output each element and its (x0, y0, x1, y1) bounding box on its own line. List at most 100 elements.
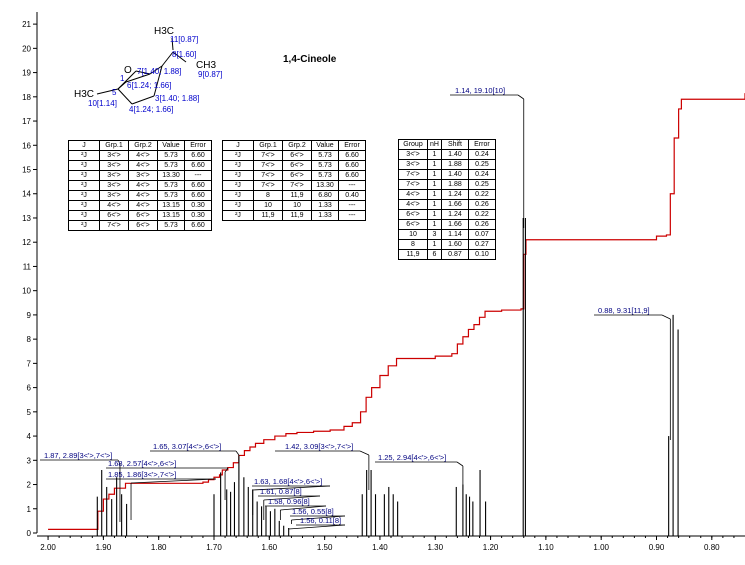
table-cell: 11,9 (398, 249, 428, 260)
table-cell: 3<'> (99, 190, 129, 201)
coupling-table-2-body: ²J 7<'> 6<'> 5.73 6.60 ²J 7<'> 6<'> 5.73 6.60 ²J 7<… (222, 150, 366, 221)
table-cell: 4<'> (128, 180, 158, 191)
table-cell: 1.88 (440, 159, 469, 170)
table-cell: 7<'> (253, 180, 283, 191)
annotation-label: 0.88, 9.31[11,9] (598, 306, 650, 315)
table-cell: 1 (427, 159, 442, 170)
table-cell: 0.26 (467, 199, 496, 210)
y-tick-label: 1 (27, 505, 32, 514)
table-cell: ²J (68, 150, 100, 161)
x-tick-label: 1.30 (427, 543, 443, 552)
header-group: Group (398, 139, 428, 150)
table-cell: 6.60 (338, 160, 366, 171)
annotations-layer: 1.14, 19.10[10] 0.88, 9.31[11,9] 1.87, 2.8… (40, 86, 671, 530)
y-tick-label: 4 (27, 432, 32, 441)
table-cell: 7<'> (253, 150, 283, 161)
table-cell: 1.60 (440, 239, 469, 250)
header-value: Value (157, 140, 185, 151)
table-cell: 3<'> (398, 149, 428, 160)
annotation-label: 1.56, 0.11[8] (300, 516, 341, 525)
annotation-label: 1.25, 2.94[4<'>,6<'>] (378, 453, 446, 462)
y-tick-label: 2 (27, 481, 32, 490)
table-cell: 1 (427, 199, 442, 210)
y-tick-label: 14 (22, 190, 31, 199)
table-cell: 5.73 (311, 160, 339, 171)
table-cell: 6.60 (184, 160, 212, 171)
molecule-structure: H3C 11[0.87] 8[1.60] CH3 9[0.87] O 7[1.4… (74, 26, 222, 114)
table-cell: 6<'> (282, 160, 312, 171)
table-cell: 0.30 (184, 210, 212, 221)
table-cell: ²J (68, 160, 100, 171)
annotation-label: 1.42, 3.09[3<'>,7<'>] (285, 442, 353, 451)
table-cell: 6<'> (398, 219, 428, 230)
x-tick-label: 1.90 (96, 543, 112, 552)
annotation-leader (280, 505, 327, 511)
table-cell: 5.73 (157, 150, 185, 161)
table-row: ²J 6<'> 6<'> 13.15 0.30 (68, 210, 212, 221)
x-tick-label: 2.00 (40, 543, 56, 552)
table-cell: 3<'> (99, 170, 129, 181)
table-cell: 0.07 (467, 229, 496, 240)
table-cell: 1.88 (440, 179, 469, 190)
table-cell: 0.22 (467, 189, 496, 200)
table-row: 10 3 1.14 0.07 (398, 229, 496, 240)
table-cell: 11,9 (282, 190, 312, 201)
annotation-leader (224, 467, 229, 473)
atom-ch3-right: CH3 (196, 60, 216, 71)
table-row: ²J 7<'> 6<'> 5.73 6.60 (222, 160, 366, 171)
table-cell: 4<'> (398, 199, 428, 210)
table-cell: 3<'> (99, 160, 129, 171)
table-cell: 1.33 (311, 210, 339, 221)
table-cell: 0.26 (467, 219, 496, 230)
table-row: 11,9 6 0.87 0.10 (398, 249, 496, 260)
table-cell: 13.15 (157, 200, 185, 211)
table-row: ²J 7<'> 6<'> 5.73 6.60 (222, 150, 366, 161)
x-tick-label: 1.80 (151, 543, 167, 552)
table-cell: 7<'> (398, 179, 428, 190)
table-cell: 1.33 (311, 200, 339, 211)
y-tick-label: 10 (22, 287, 31, 296)
x-tick-label: 1.00 (593, 543, 609, 552)
table-cell: ²J (68, 190, 100, 201)
table-row: 3<'> 1 1.40 0.24 (398, 149, 496, 160)
atom-6-label: 6[1.24; 1.66] (127, 81, 171, 90)
table-cell: 0.25 (467, 159, 496, 170)
table-row: 4<'> 1 1.66 0.26 (398, 199, 496, 210)
annotation-label: 1.58, 0.96[8] (268, 497, 310, 506)
table-cell: 3<'> (128, 170, 158, 181)
y-tick-label: 0 (27, 529, 32, 538)
table-cell: 13.30 (311, 180, 339, 191)
table-cell: ²J (222, 210, 254, 221)
table-cell: 1 (427, 149, 442, 160)
y-tick-label: 11 (23, 262, 32, 271)
table-cell: 4<'> (128, 190, 158, 201)
table-cell: 6.60 (184, 190, 212, 201)
table-cell: 13.15 (157, 210, 185, 221)
header-value: Value (311, 140, 339, 151)
table-cell: 1.24 (440, 189, 469, 200)
table-cell: 3<'> (398, 159, 428, 170)
y-tick-label: 20 (22, 44, 31, 53)
annotation-leader (456, 461, 464, 467)
y-tick-label: 15 (22, 166, 31, 175)
table-cell: 4<'> (128, 150, 158, 161)
table-cell: 6.80 (311, 190, 339, 201)
table-row: ²J 4<'> 4<'> 13.15 0.30 (68, 200, 212, 211)
table-row: ²J 7<'> 7<'> 13.30 --- (222, 180, 366, 191)
table-cell: 1 (427, 209, 442, 220)
table-cell: 6.60 (338, 150, 366, 161)
annotation-leader (263, 495, 321, 501)
x-tick-label: 0.80 (704, 543, 720, 552)
table-cell: 6<'> (128, 210, 158, 221)
coupling-table-1: J Grp.1 Grp.2 Value Error ²J 3<'> 4<'> 5.73… (68, 140, 212, 231)
atom-1-label: 1 (120, 74, 125, 83)
table-cell: 7<'> (253, 160, 283, 171)
table-cell: ²J (222, 160, 254, 171)
atom-h3c-top: H3C (154, 26, 174, 37)
table-cell: 0.22 (467, 209, 496, 220)
table-cell: 6.60 (184, 150, 212, 161)
table-row: ²J 3<'> 4<'> 5.73 6.60 (68, 190, 212, 201)
y-tick-label: 5 (27, 408, 32, 417)
